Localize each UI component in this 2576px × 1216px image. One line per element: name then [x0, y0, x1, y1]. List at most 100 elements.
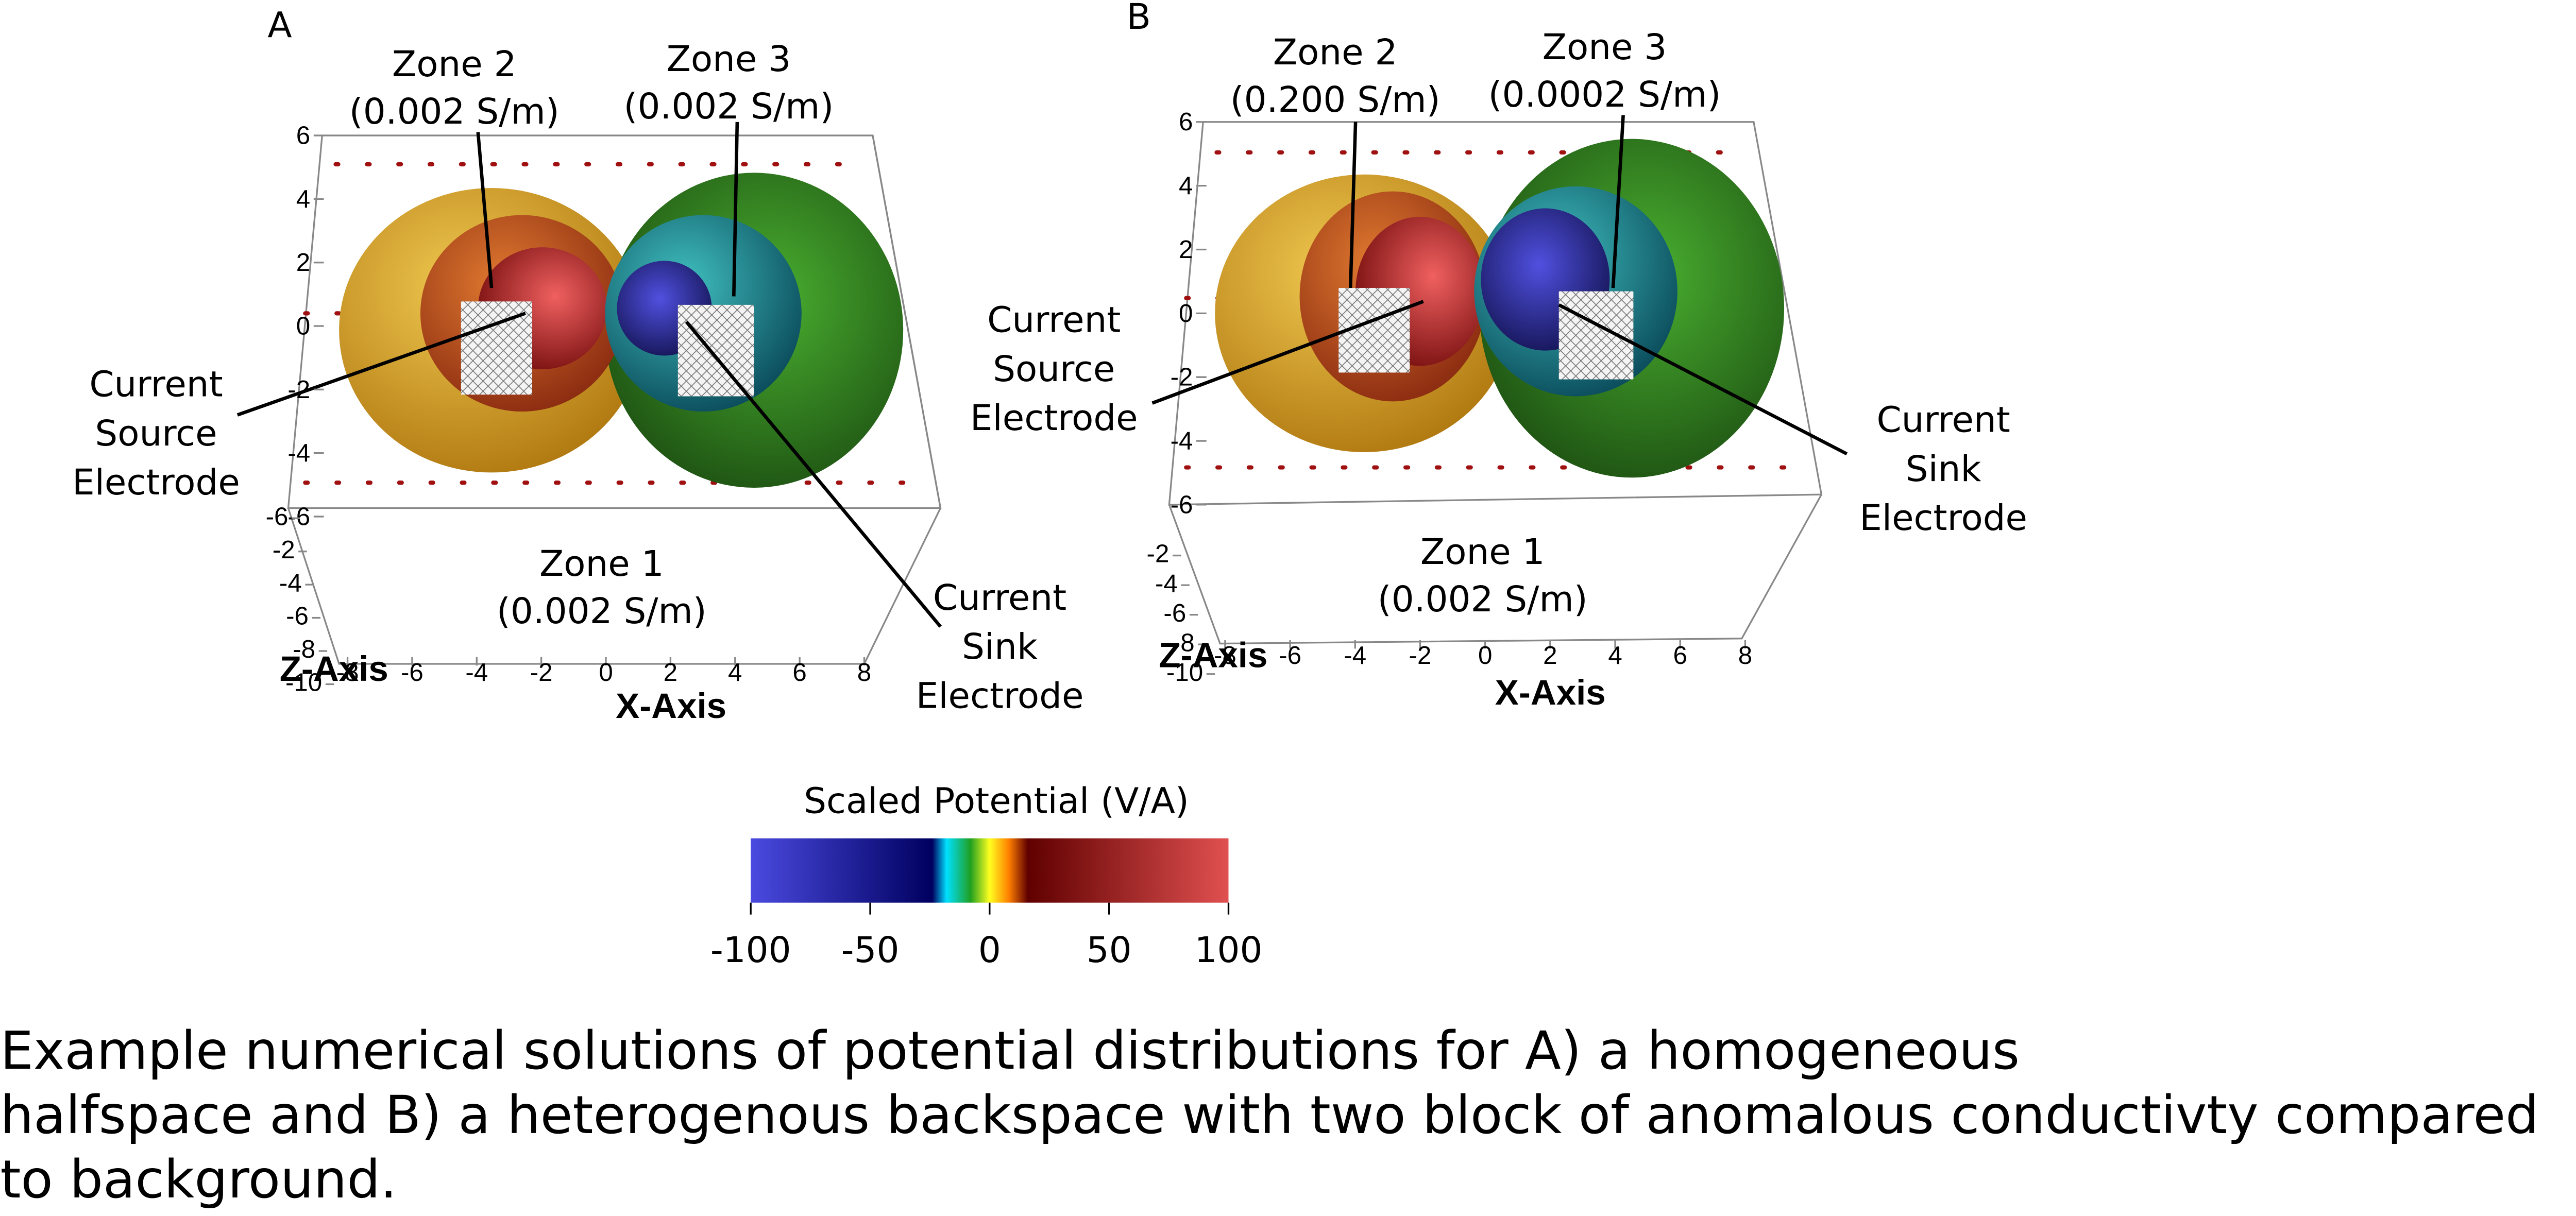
y-tick-label: -4	[1171, 426, 1193, 455]
y-tick-label: 2	[296, 248, 310, 277]
x-tick-label: -2	[530, 658, 553, 687]
zone-conductivity: (0.002 S/m)	[624, 86, 834, 127]
arrow	[1348, 122, 1358, 288]
box-front	[1168, 494, 1822, 645]
caption-line: to background.	[0, 1149, 397, 1210]
zone-name: Zone 1	[1420, 532, 1545, 573]
x-tick-label: -8	[1214, 641, 1236, 670]
z-tick-label: -8	[1172, 628, 1195, 657]
electrode-label: Electrode	[970, 398, 1138, 439]
electrode-label: Electrode	[916, 676, 1084, 717]
zone-conductivity: (0.200 S/m)	[1230, 79, 1440, 121]
x-tick-label: 4	[728, 658, 742, 687]
x-tick-label: -6	[1279, 641, 1301, 670]
electrode-label: Electrode	[72, 462, 240, 503]
x-tick-label: 8	[857, 658, 871, 687]
z-tick-label: -6	[286, 602, 309, 630]
x-tick-label: 6	[1673, 641, 1687, 670]
zone-conductivity: (0.002 S/m)	[497, 591, 707, 632]
x-tick-label: -6	[401, 658, 423, 687]
colorbar-tick-label: -100	[710, 930, 791, 971]
colorbar	[751, 838, 1229, 903]
y-tick-label: 0	[1179, 299, 1193, 328]
colorbar-tick-label: 100	[1195, 930, 1263, 971]
electrode-label: Source	[993, 349, 1115, 390]
arrow	[236, 312, 526, 417]
x-tick-label: 4	[1608, 641, 1622, 670]
z-tick-label: -4	[279, 569, 302, 597]
box-front	[287, 507, 941, 665]
zone-conductivity: (0.002 S/m)	[1378, 579, 1588, 620]
z-tick-label: -2	[273, 536, 295, 564]
y-tick-label: -6	[287, 502, 310, 530]
electrode-label: Sink	[1906, 449, 1981, 490]
colorbar-tick-label: -50	[841, 930, 900, 971]
colorbar-title: Scaled Potential (V/A)	[804, 780, 1189, 821]
x-tick-label: -2	[1409, 641, 1432, 670]
electrode-label: Sink	[962, 626, 1038, 667]
zone-name: Zone 2	[1273, 32, 1398, 73]
panel-label: B	[1127, 0, 1151, 38]
arrow	[1151, 300, 1424, 405]
panel-label: A	[267, 5, 292, 46]
z-tick-label: -6	[1163, 599, 1186, 627]
mesh-block	[1558, 291, 1634, 380]
x-tick-label: 2	[664, 658, 677, 687]
box-edge	[872, 135, 942, 508]
x-tick-label: -4	[465, 658, 488, 687]
x-axis-label: X-Axis	[616, 686, 726, 726]
arrow	[732, 122, 739, 297]
electrode-label: Current	[987, 300, 1121, 341]
mesh-block	[677, 304, 754, 397]
x-tick-label: 6	[792, 658, 806, 687]
arrow	[476, 132, 494, 288]
caption-line: halfspace and B) a heterogenous backspac…	[0, 1085, 2538, 1146]
panel-b-scene	[1151, 115, 1848, 645]
arrow	[1611, 115, 1625, 288]
zone-name: Zone 1	[539, 543, 664, 585]
colorbar-tick-label: 50	[1087, 930, 1132, 971]
mesh-block	[461, 301, 532, 395]
x-tick-label: -8	[336, 658, 359, 687]
z-tick-label: -4	[1155, 569, 1178, 597]
z-tick-label: -10	[285, 669, 322, 697]
y-tick-label: -4	[287, 439, 310, 467]
colorbar-tick-label: 0	[978, 930, 1001, 971]
electrode-label: Current	[933, 577, 1066, 619]
z-tick-label: -10	[1166, 658, 1203, 687]
electrode-label: Electrode	[1859, 498, 2027, 539]
y-tick-label: 0	[296, 312, 310, 340]
y-tick-label: 6	[296, 122, 310, 150]
y-tick-label: -2	[1171, 363, 1193, 391]
z-tick-label: -6	[266, 502, 289, 530]
x-tick-label: 2	[1543, 641, 1557, 670]
electrode-label: Current	[89, 364, 223, 405]
y-tick-label: -2	[287, 375, 310, 404]
zone-name: Zone 2	[392, 44, 517, 85]
zone-conductivity: (0.002 S/m)	[349, 91, 560, 132]
zone-name: Zone 3	[667, 39, 791, 80]
x-tick-label: 8	[1738, 641, 1752, 670]
caption-line: Example numerical solutions of potential…	[0, 1020, 2020, 1082]
y-tick-label: 4	[1179, 172, 1193, 200]
z-tick-label: -2	[1147, 540, 1170, 568]
y-tick-label: 6	[1179, 108, 1193, 136]
z-axis-label: Z-Axis	[1159, 635, 1267, 675]
y-tick-label: 2	[1179, 235, 1193, 264]
x-tick-label: 0	[1478, 641, 1492, 670]
x-tick-label: 0	[599, 658, 613, 687]
electrode-label: Source	[95, 413, 217, 454]
z-tick-label: -8	[293, 635, 315, 663]
z-axis-label: Z-Axis	[280, 648, 388, 689]
x-axis-label: X-Axis	[1495, 672, 1606, 712]
electrode-label: Current	[1876, 400, 2010, 441]
zone-conductivity: (0.0002 S/m)	[1488, 74, 1721, 115]
y-tick-label: -6	[1171, 490, 1193, 519]
panel-a-scene	[236, 122, 942, 665]
x-tick-label: -4	[1344, 641, 1366, 670]
arrow	[1558, 303, 1848, 456]
zone-name: Zone 3	[1543, 27, 1667, 68]
y-tick-label: 4	[296, 185, 310, 213]
